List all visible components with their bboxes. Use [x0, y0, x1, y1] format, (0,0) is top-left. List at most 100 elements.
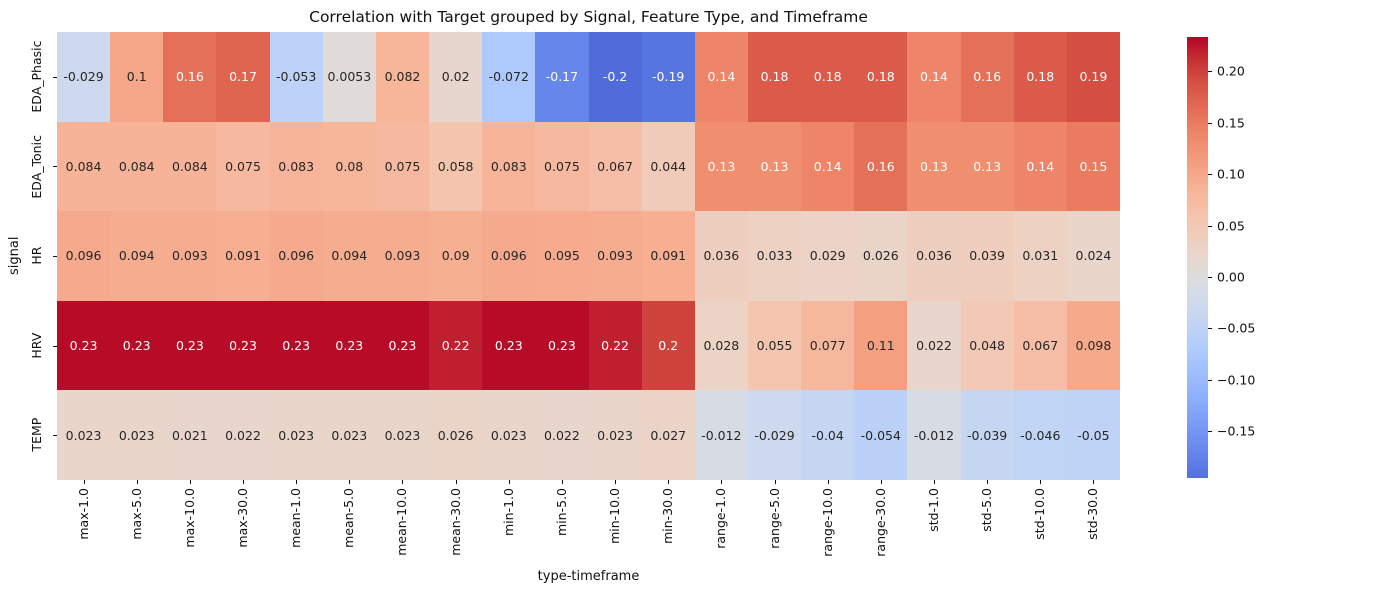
colorbar-tick-label: 0.10	[1217, 166, 1245, 182]
x-tick-label: std-30.0	[1085, 488, 1101, 540]
x-tick-label: max-1.0	[75, 488, 91, 540]
x-tick-label: mean-1.0	[288, 488, 304, 548]
heatmap-cell: 0.084	[57, 121, 111, 212]
heatmap-cell: -0.072	[482, 32, 536, 122]
heatmap-cell: 0.027	[641, 390, 695, 480]
x-tick-mark	[83, 480, 85, 484]
heatmap-cell: 0.021	[163, 390, 217, 480]
heatmap-cell: 0.024	[1066, 211, 1120, 301]
heatmap-cell: 0.031	[1013, 211, 1067, 301]
heatmap-cell: 0.098	[1066, 300, 1120, 391]
heatmap-cell: 0.17	[216, 32, 270, 122]
x-tick-label: std-5.0	[979, 488, 995, 532]
colorbar-tick-label: −0.15	[1217, 423, 1256, 439]
heatmap-cell: 0.036	[694, 211, 748, 301]
heatmap-cell: 0.075	[535, 121, 589, 212]
heatmap-cell: 0.077	[801, 300, 855, 391]
heatmap-cell: 0.036	[907, 211, 961, 301]
x-tick-mark	[827, 480, 829, 484]
heatmap-cell: 0.083	[269, 121, 323, 212]
x-tick-mark	[668, 480, 670, 484]
x-tick-label: max-30.0	[235, 488, 251, 548]
x-tick-label: range-1.0	[713, 488, 729, 549]
heatmap-cell: 0.067	[588, 121, 642, 212]
y-tick-label: EDA_Tonic	[29, 134, 44, 199]
x-tick-label: min-30.0	[660, 488, 676, 544]
heatmap-cell: 0.23	[375, 300, 430, 391]
colorbar-tick-label: 0.00	[1217, 269, 1245, 285]
heatmap-cell: -0.054	[854, 390, 908, 480]
heatmap-cell: 0.16	[960, 32, 1014, 122]
x-tick-mark	[402, 480, 404, 484]
x-axis-label: type-timeframe	[537, 569, 640, 584]
heatmap-cell: 0.029	[801, 211, 855, 301]
heatmap-cell: 0.023	[110, 390, 164, 480]
heatmap-cell: 0.23	[269, 300, 323, 391]
heatmap-cell: 0.23	[163, 300, 217, 391]
heatmap-cell: 0.022	[535, 390, 589, 480]
colorbar-tick-mark	[1208, 71, 1212, 73]
heatmap-cell: 0.075	[216, 121, 270, 212]
heatmap-grid: -0.029 0.1 0.16 0.17 -0.053 0.0053 0.082 0.02 -0…	[57, 32, 1120, 480]
heatmap-cell: -0.012	[694, 390, 748, 480]
heatmap-cell: 0.11	[854, 300, 908, 391]
heatmap-cell: -0.17	[535, 32, 589, 122]
x-tick-mark	[987, 480, 989, 484]
x-tick-mark	[933, 480, 935, 484]
x-tick-mark	[1040, 480, 1042, 484]
heatmap-cell: 0.023	[322, 390, 376, 480]
heatmap-cell: 0.093	[163, 211, 217, 301]
colorbar-tick-mark	[1208, 174, 1212, 176]
x-tick-mark	[880, 480, 882, 484]
x-tick-label: min-5.0	[553, 488, 569, 536]
heatmap-cell: 0.19	[1066, 32, 1120, 122]
heatmap-cell: -0.029	[747, 390, 802, 480]
heatmap-cell: 0.16	[163, 32, 217, 122]
heatmap-cell: 0.14	[694, 32, 748, 122]
heatmap-cell: 0.14	[907, 32, 961, 122]
y-tick-mark	[53, 435, 57, 437]
heatmap-cell: 0.093	[375, 211, 430, 301]
heatmap-cell: 0.16	[854, 121, 908, 212]
chart-title: Correlation with Target grouped by Signa…	[309, 8, 868, 26]
heatmap-cell: 0.023	[57, 390, 111, 480]
colorbar-tick-mark	[1208, 277, 1212, 279]
y-tick-mark	[53, 76, 57, 78]
x-tick-label: range-5.0	[766, 488, 782, 549]
x-tick-mark	[349, 480, 351, 484]
x-tick-label: range-30.0	[872, 488, 888, 557]
y-tick-label: EDA_Phasic	[29, 40, 44, 113]
heatmap-cell: 0.023	[482, 390, 536, 480]
heatmap-cell: 0.055	[747, 300, 802, 391]
heatmap-cell: 0.14	[801, 121, 855, 212]
y-axis-label: signal	[7, 236, 22, 276]
heatmap-cell: 0.091	[641, 211, 695, 301]
heatmap-cell: 0.08	[322, 121, 376, 212]
heatmap-cell: 0.23	[535, 300, 589, 391]
heatmap-cell: 0.1	[110, 32, 164, 122]
heatmap-cell: -0.05	[1066, 390, 1120, 480]
y-tick-mark	[53, 256, 57, 257]
heatmap-cell: 0.093	[588, 211, 642, 301]
heatmap-cell: 0.022	[907, 300, 961, 391]
heatmap-cell: 0.23	[57, 300, 111, 391]
heatmap-cell: 0.084	[163, 121, 217, 212]
heatmap-cell: 0.023	[375, 390, 430, 480]
heatmap-cell: -0.04	[801, 390, 855, 480]
heatmap-cell: 0.23	[110, 300, 164, 391]
x-tick-label: range-10.0	[819, 488, 835, 557]
x-tick-label: mean-10.0	[394, 488, 410, 556]
heatmap-cell: 0.18	[747, 32, 802, 122]
y-tick-mark	[53, 345, 57, 347]
heatmap-cell: 0.023	[588, 390, 642, 480]
y-tick-label: HRV	[29, 332, 44, 359]
colorbar-tick-label: 0.15	[1217, 115, 1245, 131]
heatmap-cell: 0.022	[216, 390, 270, 480]
heatmap-cell: 0.18	[801, 32, 855, 122]
heatmap-cell: 0.13	[960, 121, 1014, 212]
colorbar-tick-mark	[1208, 431, 1212, 433]
heatmap-cell: 0.023	[269, 390, 323, 480]
x-tick-label: max-5.0	[128, 488, 144, 540]
heatmap-cell: 0.095	[535, 211, 589, 301]
x-tick-mark	[189, 480, 191, 484]
